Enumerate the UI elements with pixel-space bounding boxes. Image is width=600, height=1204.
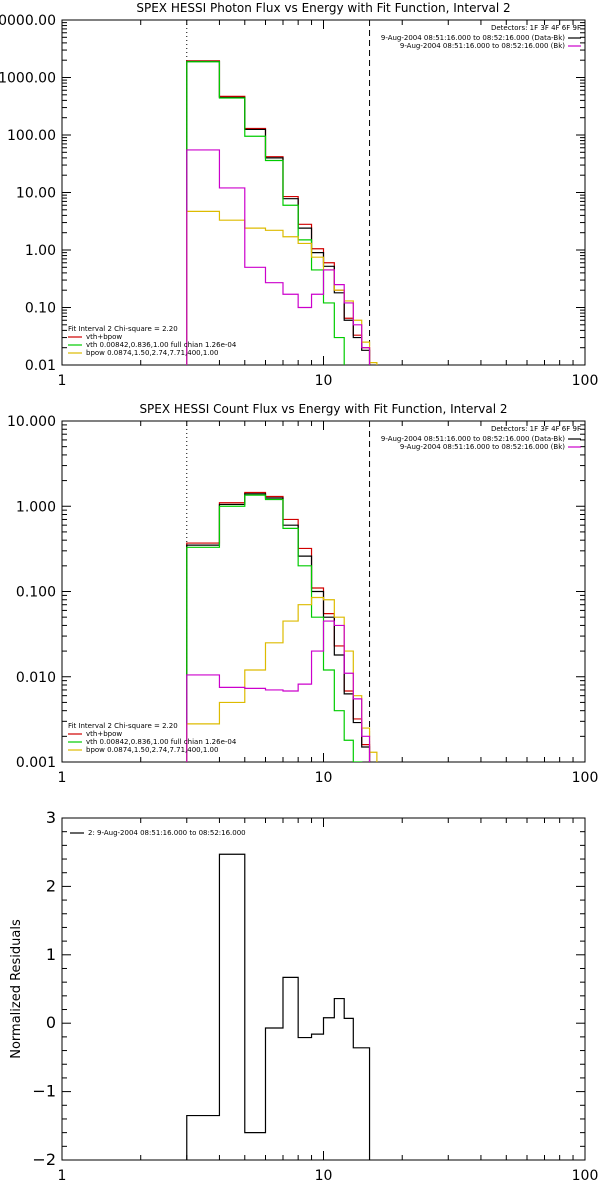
y-tick-label: −2 [32, 1150, 56, 1169]
series-total-histogram [186, 60, 371, 365]
y-tick-label: 1 [46, 945, 56, 964]
series-group [186, 853, 371, 1160]
x-tick-label: 100 [572, 373, 599, 389]
y-tick-label: 0.001 [16, 755, 56, 771]
y-tick-label: 100.00 [7, 128, 56, 144]
series-data-histogram [186, 60, 371, 365]
legend-detectors: Detectors: 1F 3F 4F 6F 9F [491, 24, 581, 32]
series-bk-histogram [186, 149, 371, 365]
series-data-histogram [186, 491, 371, 762]
series-bk-histogram [186, 620, 371, 762]
series-vth-histogram [186, 494, 371, 762]
y-tick-label: 1.000 [16, 499, 56, 515]
y-tick-label: 0.100 [16, 585, 56, 601]
y-tick-label: 0.10 [25, 301, 56, 317]
series-total-histogram [186, 853, 371, 1160]
y-tick-label: 0.01 [25, 358, 56, 374]
x-tick-label: 1 [58, 373, 67, 389]
legend-entry-label: vth+bpow [86, 730, 122, 738]
legend-entry-label: 9-Aug-2004 08:51:16.000 to 08:52:16.000 … [400, 42, 565, 50]
chart-panel-1: SPEX HESSI Photon Flux vs Energy with Fi… [0, 1, 598, 389]
y-axis-label: Normalized Residuals [9, 919, 24, 1059]
plot-frame [61, 19, 586, 366]
legend-detectors: Detectors: 1F 3F 4F 6F 9F [491, 425, 581, 433]
y-tick-label: 1000.00 [0, 71, 56, 87]
legend-entry-label: vth 0.00842,0.836,1.00 full chian 1.26e-… [86, 341, 237, 349]
legend-fit-header: Fit Interval 2 Chi-square = 2.20 [68, 722, 178, 730]
x-tick-label: 10 [315, 1168, 333, 1184]
x-tick-label: 1 [58, 1168, 67, 1184]
x-tick-label: 10 [315, 770, 333, 786]
series-vth-histogram [186, 61, 371, 365]
series-total-histogram [186, 493, 371, 762]
x-tick-label: 100 [572, 1168, 599, 1184]
chart-panel-2: SPEX HESSI Count Flux vs Energy with Fit… [7, 402, 598, 786]
series-group [186, 491, 378, 762]
y-tick-label: 0.010 [16, 670, 56, 686]
legend-entry-label: bpow 0.0874,1.50,2.74,7.71,400,1.00 [86, 349, 218, 357]
y-tick-label: 3 [46, 808, 56, 827]
plot-frame [61, 817, 586, 1161]
chart-title: SPEX HESSI Photon Flux vs Energy with Fi… [136, 1, 510, 15]
y-tick-label: −1 [32, 1082, 56, 1101]
y-tick-label: 2 [46, 876, 56, 895]
legend-entry-label: 9-Aug-2004 08:51:16.000 to 08:52:16.000 … [381, 435, 565, 443]
legend-entry-label: bpow 0.0874,1.50,2.74,7.71,400,1.00 [86, 746, 218, 754]
y-tick-label: 10000.00 [0, 13, 56, 29]
legend-entry-label: vth 0.00842,0.836,1.00 full chian 1.26e-… [86, 738, 237, 746]
chart-panel-3: 1 10 100 −2 −1 0 1 2 3 Normalized Residuals 2: 9-A… [9, 808, 598, 1184]
y-tick-label: 0 [46, 1013, 56, 1032]
legend-entry-label: 2: 9-Aug-2004 08:51:16.000 to 08:52:16.0… [88, 829, 246, 837]
series-group [186, 60, 378, 365]
y-tick-label: 10.000 [7, 414, 56, 430]
x-tick-label: 10 [315, 373, 333, 389]
x-tick-label: 100 [572, 770, 599, 786]
chart-title: SPEX HESSI Count Flux vs Energy with Fit… [139, 402, 507, 416]
legend-fit-header: Fit Interval 2 Chi-square = 2.20 [68, 325, 178, 333]
y-tick-label: 10.00 [16, 186, 56, 202]
y-tick-label: 1.00 [25, 243, 56, 259]
legend-entry-label: 9-Aug-2004 08:51:16.000 to 08:52:16.000 … [400, 443, 565, 451]
legend-entry-label: 9-Aug-2004 08:51:16.000 to 08:52:16.000 … [381, 34, 565, 42]
legend-entry-label: vth+bpow [86, 333, 122, 341]
x-tick-label: 1 [58, 770, 67, 786]
